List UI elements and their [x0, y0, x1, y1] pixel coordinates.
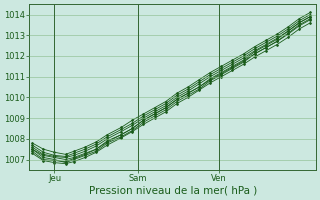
X-axis label: Pression niveau de la mer( hPa ): Pression niveau de la mer( hPa )	[89, 186, 257, 196]
